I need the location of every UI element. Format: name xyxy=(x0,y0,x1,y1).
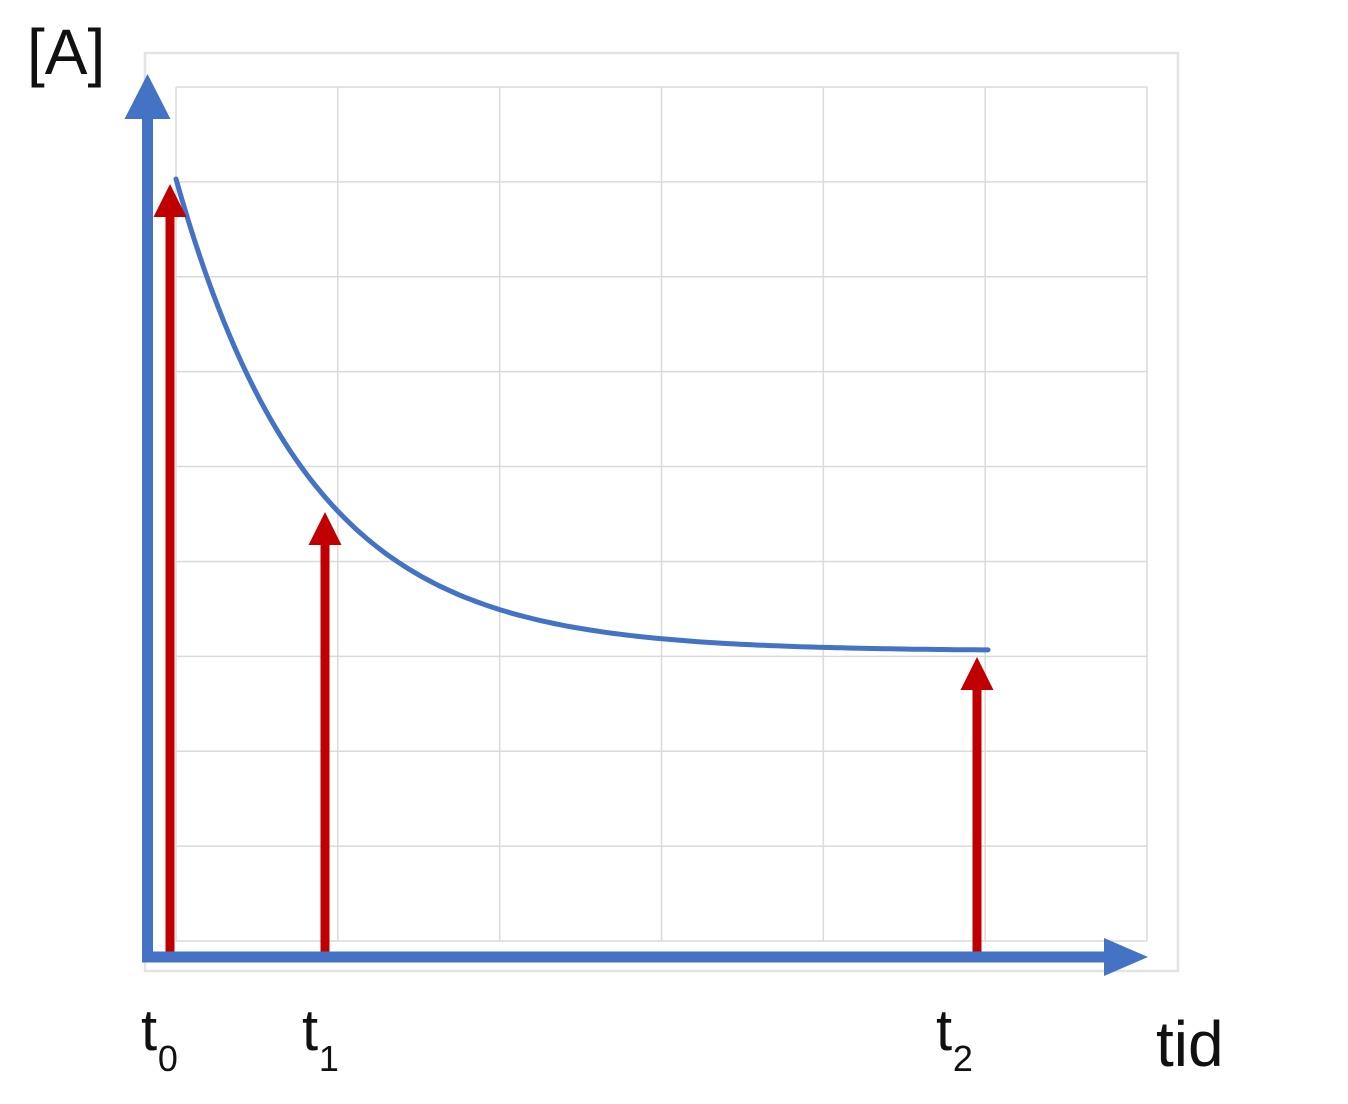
y-axis-label: [A] xyxy=(27,16,106,88)
x-axis-label: tid xyxy=(1156,1008,1224,1080)
y-axis-arrowhead xyxy=(124,74,171,119)
tick-label-t2: t2 xyxy=(936,1002,973,1077)
x-axis-arrowhead xyxy=(1104,938,1148,976)
red-arrowhead-t1 xyxy=(308,512,342,545)
red-arrowhead-t0 xyxy=(153,184,187,217)
tick-t2-subscript: 2 xyxy=(952,1038,973,1080)
red-arrow-shaft-t0 xyxy=(165,214,175,953)
red-arrowhead-t2 xyxy=(960,657,994,690)
tick-label-t1: t1 xyxy=(302,1002,339,1077)
tick-t2-base: t xyxy=(936,998,953,1063)
red-arrow-shaft-t1 xyxy=(320,542,330,953)
tick-t1-base: t xyxy=(302,998,319,1063)
y-axis-shaft xyxy=(142,115,153,963)
red-arrow-shaft-t2 xyxy=(972,687,982,953)
tick-t0-subscript: 0 xyxy=(157,1038,178,1080)
x-axis-shaft xyxy=(142,951,1108,963)
concentration-curve xyxy=(173,176,991,653)
tick-t0-base: t xyxy=(141,998,158,1063)
tick-t1-subscript: 1 xyxy=(318,1038,339,1080)
tick-label-t0: t0 xyxy=(141,1002,178,1077)
